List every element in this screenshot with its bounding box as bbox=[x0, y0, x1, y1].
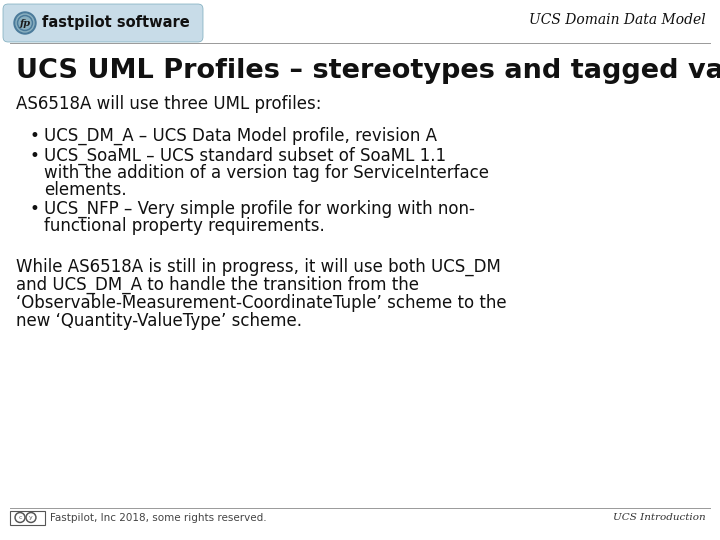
FancyBboxPatch shape bbox=[3, 4, 203, 42]
Circle shape bbox=[26, 512, 36, 523]
Text: y: y bbox=[29, 515, 33, 520]
Text: UCS UML Profiles – stereotypes and tagged values.: UCS UML Profiles – stereotypes and tagge… bbox=[16, 58, 720, 84]
Text: and UCS_DM_A to handle the transition from the: and UCS_DM_A to handle the transition fr… bbox=[16, 276, 419, 294]
Text: AS6518A will use three UML profiles:: AS6518A will use three UML profiles: bbox=[16, 95, 322, 113]
Text: •: • bbox=[30, 200, 40, 218]
Circle shape bbox=[19, 17, 31, 29]
Circle shape bbox=[15, 512, 25, 523]
Text: fastpilot software: fastpilot software bbox=[42, 16, 190, 30]
FancyBboxPatch shape bbox=[9, 510, 45, 524]
Text: with the addition of a version tag for ServiceInterface: with the addition of a version tag for S… bbox=[44, 164, 489, 182]
Circle shape bbox=[16, 14, 34, 32]
Circle shape bbox=[27, 514, 35, 521]
Text: new ‘Quantity-ValueType’ scheme.: new ‘Quantity-ValueType’ scheme. bbox=[16, 312, 302, 330]
Text: While AS6518A is still in progress, it will use both UCS_DM: While AS6518A is still in progress, it w… bbox=[16, 258, 501, 276]
Circle shape bbox=[17, 514, 24, 521]
Text: •: • bbox=[30, 147, 40, 165]
Text: UCS Domain Data Model: UCS Domain Data Model bbox=[529, 13, 706, 27]
Text: Fastpilot, Inc 2018, some rights reserved.: Fastpilot, Inc 2018, some rights reserve… bbox=[50, 513, 266, 523]
Text: c: c bbox=[18, 515, 22, 520]
Text: functional property requirements.: functional property requirements. bbox=[44, 217, 325, 235]
Circle shape bbox=[14, 12, 36, 34]
Text: UCS_DM_A – UCS Data Model profile, revision A: UCS_DM_A – UCS Data Model profile, revis… bbox=[44, 127, 437, 145]
Text: UCS_NFP – Very simple profile for working with non-: UCS_NFP – Very simple profile for workin… bbox=[44, 200, 475, 218]
Text: UCS Introduction: UCS Introduction bbox=[613, 514, 706, 523]
Text: ‘Observable-Measurement-CoordinateTuple’ scheme to the: ‘Observable-Measurement-CoordinateTuple’… bbox=[16, 294, 507, 312]
Text: fp: fp bbox=[19, 18, 30, 28]
Circle shape bbox=[17, 16, 32, 30]
Text: elements.: elements. bbox=[44, 181, 127, 199]
Text: UCS_SoaML – UCS standard subset of SoaML 1.1: UCS_SoaML – UCS standard subset of SoaML… bbox=[44, 147, 446, 165]
Text: •: • bbox=[30, 127, 40, 145]
